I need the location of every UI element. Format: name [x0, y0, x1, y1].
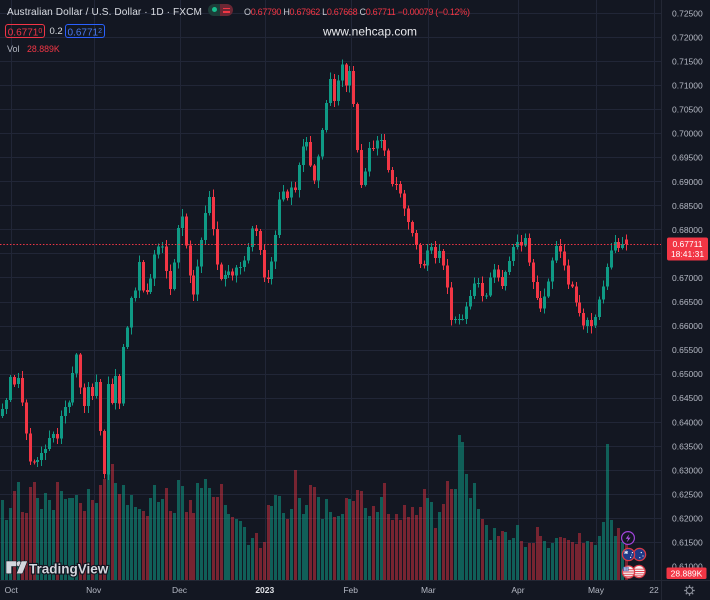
svg-text:18:41:31: 18:41:31 — [671, 249, 704, 259]
svg-text:0.68500: 0.68500 — [672, 201, 703, 211]
svg-text:0.62500: 0.62500 — [672, 489, 703, 499]
svg-text:0.71000: 0.71000 — [672, 81, 703, 91]
svg-text:Mar: Mar — [421, 585, 436, 595]
svg-text:0.61000: 0.61000 — [672, 562, 703, 572]
svg-text:0.72500: 0.72500 — [672, 8, 703, 18]
svg-text:0.70000: 0.70000 — [672, 129, 703, 139]
svg-text:0.64000: 0.64000 — [672, 417, 703, 427]
svg-text:www.nehcap.com: www.nehcap.com — [322, 24, 417, 38]
svg-text:0.65000: 0.65000 — [672, 369, 703, 379]
svg-text:0.66000: 0.66000 — [672, 321, 703, 331]
svg-text:0.69500: 0.69500 — [672, 153, 703, 163]
svg-text:Feb: Feb — [343, 585, 358, 595]
svg-text:Nov: Nov — [86, 585, 102, 595]
svg-text:0.65500: 0.65500 — [672, 345, 703, 355]
svg-text:0.68000: 0.68000 — [672, 225, 703, 235]
svg-text:0.63500: 0.63500 — [672, 441, 703, 451]
svg-text:0.70500: 0.70500 — [672, 105, 703, 115]
svg-text:0.62000: 0.62000 — [672, 514, 703, 524]
svg-text:0.69000: 0.69000 — [672, 177, 703, 187]
svg-text:0.63000: 0.63000 — [672, 465, 703, 475]
svg-text:0.61500: 0.61500 — [672, 538, 703, 548]
svg-text:Apr: Apr — [511, 585, 524, 595]
svg-text:0.71500: 0.71500 — [672, 57, 703, 67]
svg-text:Dec: Dec — [172, 585, 188, 595]
svg-text:0.67000: 0.67000 — [672, 273, 703, 283]
svg-text:28.889K: 28.889K — [671, 568, 703, 578]
svg-text:0.67711: 0.67711 — [672, 239, 702, 249]
svg-text:May: May — [588, 585, 605, 595]
svg-text:2023: 2023 — [255, 585, 274, 595]
svg-text:0.66500: 0.66500 — [672, 297, 703, 307]
svg-text:Oct: Oct — [5, 585, 19, 595]
svg-text:TradingView: TradingView — [29, 562, 109, 577]
svg-text:0.64500: 0.64500 — [672, 393, 703, 403]
svg-text:22: 22 — [649, 585, 659, 595]
svg-text:0.72000: 0.72000 — [672, 33, 703, 43]
